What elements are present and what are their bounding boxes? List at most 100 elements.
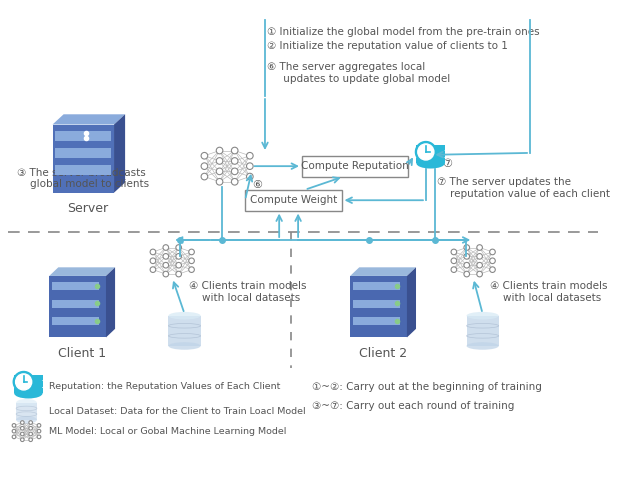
Circle shape <box>216 179 223 185</box>
Text: ⑥: ⑥ <box>252 180 262 190</box>
FancyBboxPatch shape <box>49 276 106 337</box>
Text: Compute Reputation: Compute Reputation <box>301 161 409 171</box>
Circle shape <box>163 271 168 277</box>
Circle shape <box>464 253 470 259</box>
FancyBboxPatch shape <box>14 375 43 380</box>
FancyBboxPatch shape <box>467 316 499 346</box>
Circle shape <box>20 421 24 424</box>
Ellipse shape <box>14 375 43 385</box>
Circle shape <box>176 253 182 259</box>
Circle shape <box>216 147 223 154</box>
Text: Server: Server <box>67 202 109 215</box>
Circle shape <box>37 429 41 433</box>
Circle shape <box>20 432 24 436</box>
Polygon shape <box>114 114 125 193</box>
FancyBboxPatch shape <box>350 276 407 337</box>
Circle shape <box>176 262 182 268</box>
Ellipse shape <box>417 145 445 155</box>
Text: ③ The server broadcasts
    global model to clients: ③ The server broadcasts global model to … <box>17 168 149 189</box>
Polygon shape <box>49 267 115 276</box>
Ellipse shape <box>417 151 445 162</box>
Circle shape <box>176 271 182 277</box>
Circle shape <box>37 423 41 427</box>
Circle shape <box>189 267 195 273</box>
Text: ⑦: ⑦ <box>443 159 452 169</box>
Ellipse shape <box>168 312 200 319</box>
Circle shape <box>150 267 156 273</box>
FancyBboxPatch shape <box>417 158 445 163</box>
Circle shape <box>451 267 457 273</box>
FancyBboxPatch shape <box>14 388 43 393</box>
FancyBboxPatch shape <box>52 282 99 290</box>
FancyBboxPatch shape <box>417 145 445 150</box>
Circle shape <box>232 158 238 164</box>
Circle shape <box>20 426 24 430</box>
FancyBboxPatch shape <box>16 403 37 420</box>
Polygon shape <box>106 267 115 337</box>
Circle shape <box>451 249 457 255</box>
Ellipse shape <box>417 158 445 169</box>
Circle shape <box>13 372 34 392</box>
Circle shape <box>20 438 24 442</box>
Text: ML Model: Local or Gobal Machine Learning Model: ML Model: Local or Gobal Machine Learnin… <box>49 427 287 435</box>
FancyBboxPatch shape <box>353 317 400 325</box>
Circle shape <box>150 258 156 263</box>
Circle shape <box>12 423 16 427</box>
Text: updates to update global model: updates to update global model <box>267 74 450 84</box>
Polygon shape <box>52 114 125 125</box>
Text: ④ Clients train models
    with local datasets: ④ Clients train models with local datase… <box>189 281 307 303</box>
FancyBboxPatch shape <box>302 156 408 177</box>
FancyBboxPatch shape <box>417 151 445 157</box>
Circle shape <box>201 152 208 159</box>
Circle shape <box>451 258 457 263</box>
Ellipse shape <box>16 416 37 423</box>
Circle shape <box>477 253 483 259</box>
Text: Client 2: Client 2 <box>359 347 407 360</box>
Circle shape <box>490 249 495 255</box>
FancyBboxPatch shape <box>56 131 111 141</box>
Text: ①~②: Carry out at the beginning of training: ①~②: Carry out at the beginning of train… <box>312 382 542 392</box>
Circle shape <box>232 168 238 175</box>
Polygon shape <box>350 267 416 276</box>
Ellipse shape <box>14 381 43 392</box>
Circle shape <box>201 163 208 170</box>
FancyBboxPatch shape <box>245 190 342 211</box>
FancyBboxPatch shape <box>52 300 99 308</box>
Circle shape <box>415 142 436 162</box>
Circle shape <box>189 258 195 263</box>
FancyBboxPatch shape <box>52 125 114 193</box>
Circle shape <box>490 267 495 273</box>
Circle shape <box>29 432 33 436</box>
Circle shape <box>477 245 483 251</box>
Text: ③~⑦: Carry out each round of training: ③~⑦: Carry out each round of training <box>312 400 515 411</box>
Ellipse shape <box>168 342 200 350</box>
Text: ② Initialize the reputation value of clients to 1: ② Initialize the reputation value of cli… <box>267 41 508 51</box>
Circle shape <box>246 163 253 170</box>
Circle shape <box>464 245 470 251</box>
Circle shape <box>15 374 32 390</box>
Text: Reputation: the Reputation Values of Each Client: Reputation: the Reputation Values of Eac… <box>49 382 280 391</box>
FancyBboxPatch shape <box>52 317 99 325</box>
FancyBboxPatch shape <box>56 165 111 175</box>
Circle shape <box>150 249 156 255</box>
FancyBboxPatch shape <box>168 316 200 346</box>
Circle shape <box>477 262 483 268</box>
FancyBboxPatch shape <box>353 282 400 290</box>
Circle shape <box>246 173 253 180</box>
Ellipse shape <box>16 399 37 407</box>
Circle shape <box>29 426 33 430</box>
Circle shape <box>201 173 208 180</box>
Circle shape <box>189 249 195 255</box>
Circle shape <box>163 253 168 259</box>
Text: ⑦ The server updates the
    reputation value of each client: ⑦ The server updates the reputation valu… <box>437 177 610 199</box>
Text: Client 1: Client 1 <box>58 347 106 360</box>
Circle shape <box>216 158 223 164</box>
FancyBboxPatch shape <box>353 300 400 308</box>
Circle shape <box>246 152 253 159</box>
Circle shape <box>37 435 41 439</box>
Ellipse shape <box>467 342 499 350</box>
Circle shape <box>12 429 16 433</box>
Circle shape <box>464 271 470 277</box>
Circle shape <box>464 262 470 268</box>
Text: Compute Weight: Compute Weight <box>250 195 337 205</box>
